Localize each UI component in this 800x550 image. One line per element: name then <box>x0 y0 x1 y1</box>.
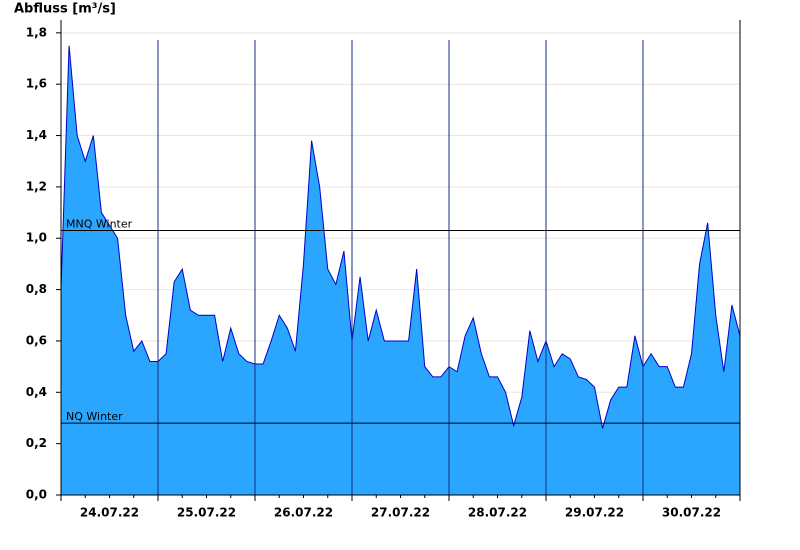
y-tick-label: 1,0 <box>26 231 47 245</box>
reference-label: MNQ Winter <box>66 218 133 231</box>
y-tick-label: 1,4 <box>26 128 47 142</box>
x-tick-label: 26.07.22 <box>274 506 333 520</box>
y-tick-label: 1,6 <box>26 77 47 91</box>
y-tick-label: 0,4 <box>26 385 47 399</box>
y-tick-label: 1,2 <box>26 179 47 193</box>
x-tick-label: 28.07.22 <box>468 506 527 520</box>
x-tick-label: 30.07.22 <box>662 506 721 520</box>
line <box>60 45 741 429</box>
x-tick-label: 27.07.22 <box>371 506 430 520</box>
chart-title: Abfluss [m³/s] <box>14 2 116 17</box>
y-tick-label: 0,6 <box>26 333 47 347</box>
y-tick-label: 0,0 <box>26 488 47 502</box>
x-tick-label: 24.07.22 <box>80 506 139 520</box>
x-tick-label: 29.07.22 <box>565 506 624 520</box>
reference-label: NQ Winter <box>66 410 123 423</box>
area <box>61 45 740 496</box>
y-tick-label: 1,8 <box>26 25 47 39</box>
y-tick-label: 0,8 <box>26 282 47 296</box>
x-tick-label: 25.07.22 <box>177 506 236 520</box>
y-tick-label: 0,2 <box>26 436 47 450</box>
